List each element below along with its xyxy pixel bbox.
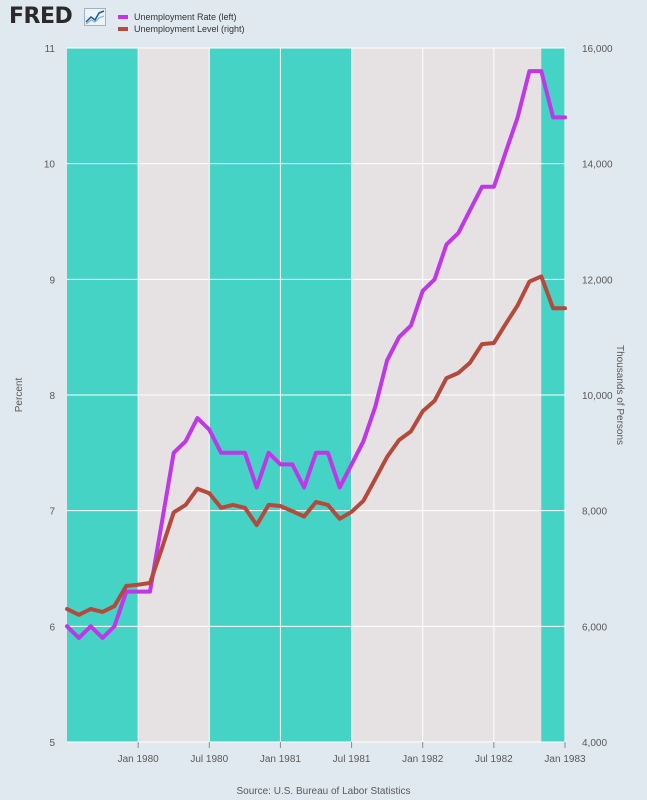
legend-entry[interactable]: Unemployment Level (right) (118, 24, 245, 34)
line-chart: 5 6 7 8 9 10 11 4,000 6,000 8,000 10,000 12,000 14,0… (14, 44, 625, 765)
x-tick-label: Jan 1983 (544, 754, 586, 765)
y-right-tick-label: 4,000 (582, 738, 607, 749)
y-left-tick-label: 5 (49, 738, 55, 749)
legend-label: Unemployment Rate (left) (134, 12, 237, 22)
series-line (65, 69, 567, 640)
chart-logo-icon (84, 8, 106, 26)
y-left-tick-label: 8 (49, 391, 55, 402)
x-tick-label: Jan 1982 (402, 754, 444, 765)
x-tick-label: Jan 1980 (118, 754, 160, 765)
y-left-tick-label: 6 (49, 622, 55, 633)
series-line (65, 274, 567, 617)
x-tick-label: Jul 1980 (190, 754, 228, 765)
y-left-tick-label: 9 (49, 275, 55, 286)
legend-swatch (118, 27, 128, 31)
y-left-tick-label: 10 (44, 160, 56, 171)
y-left-tick-label: 7 (49, 507, 55, 518)
y-left-tick-label: 11 (45, 44, 56, 55)
chart-header: FRED Unemployment Rate (left) Unemployme… (0, 0, 647, 40)
x-tick-label: Jul 1981 (333, 754, 371, 765)
legend-label: Unemployment Level (right) (134, 24, 245, 34)
y-right-tick-label: 6,000 (582, 622, 607, 633)
y-right-tick-label: 10,000 (582, 391, 613, 402)
x-tick-label: Jan 1981 (260, 754, 302, 765)
legend-swatch (118, 15, 128, 19)
y-left-axis-label: Percent (14, 378, 25, 413)
fred-logo[interactable]: FRED (9, 4, 73, 29)
x-tick-label: Jul 1982 (475, 754, 513, 765)
y-right-tick-label: 12,000 (582, 275, 613, 286)
source-note: Source: U.S. Bureau of Labor Statistics (236, 786, 411, 797)
y-right-tick-label: 14,000 (582, 160, 613, 171)
y-right-tick-label: 8,000 (582, 507, 607, 518)
legend-entry[interactable]: Unemployment Rate (left) (118, 12, 237, 22)
y-right-tick-label: 16,000 (582, 44, 613, 55)
y-right-axis-label: Thousands of Persons (614, 345, 625, 445)
